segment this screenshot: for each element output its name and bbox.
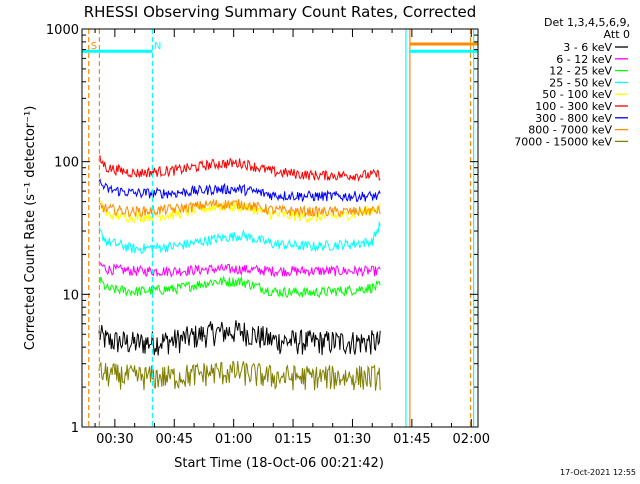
series-line-4 — [98, 221, 381, 255]
x-tick-label: 01:45 — [393, 432, 430, 447]
legend-header-line-1: Det 1,3,4,5,6,9, — [544, 16, 630, 29]
legend-label-5: 50 - 100 keV — [542, 88, 612, 101]
legend-label-8: 800 - 7000 keV — [528, 124, 612, 137]
series-line-1 — [98, 320, 381, 356]
x-tick-label: 01:30 — [334, 432, 371, 447]
series-line-6 — [98, 155, 381, 183]
x-tick-label: 01:00 — [215, 432, 252, 447]
x-tick-label: 02:00 — [453, 432, 490, 447]
legend-label-3: 12 - 25 keV — [549, 65, 612, 78]
x-tick-label: 00:30 — [96, 432, 133, 447]
series-line-8 — [98, 198, 381, 218]
legend-label-1: 3 - 6 keV — [563, 41, 612, 54]
legend-label-7: 300 - 800 keV — [535, 112, 612, 125]
axis-layer: 1 10 100 1000 00:30 00:45 01:00 01:15 01:30 01:45… — [46, 23, 490, 447]
data-layer — [98, 155, 381, 391]
x-tick-label: 00:45 — [156, 432, 193, 447]
flag-label-s: S — [91, 41, 97, 52]
plot-frame — [81, 28, 479, 428]
x-axis-label: Start Time (18-Oct-06 00:21:42) — [174, 456, 384, 471]
y-tick-label: 10 — [62, 288, 79, 303]
legend-label-2: 6 - 12 keV — [556, 53, 612, 66]
legend-header-line-2: Att 0 — [604, 28, 630, 41]
legend-label-6: 100 - 300 keV — [535, 100, 612, 113]
series-line-3 — [98, 275, 381, 299]
y-tick-label: 100 — [54, 156, 79, 171]
series-line-7 — [98, 177, 381, 203]
x-tick-label: 01:15 — [274, 432, 311, 447]
y-axis-label: Corrected Count Rate (s⁻¹ detector⁻¹) — [23, 106, 38, 351]
chart-title: RHESSI Observing Summary Count Rates, Co… — [84, 3, 477, 21]
footer-timestamp: 17-Oct-2021 12:55 — [560, 468, 636, 477]
y-tick-label: 1 — [71, 421, 79, 436]
series-line-2 — [98, 261, 381, 278]
flag-label-n: N — [154, 41, 161, 52]
legend-label-4: 25 - 50 keV — [549, 76, 612, 89]
legend-label-9: 7000 - 15000 keV — [514, 135, 612, 148]
series-line-9 — [98, 360, 381, 391]
y-tick-label: 1000 — [46, 23, 79, 38]
